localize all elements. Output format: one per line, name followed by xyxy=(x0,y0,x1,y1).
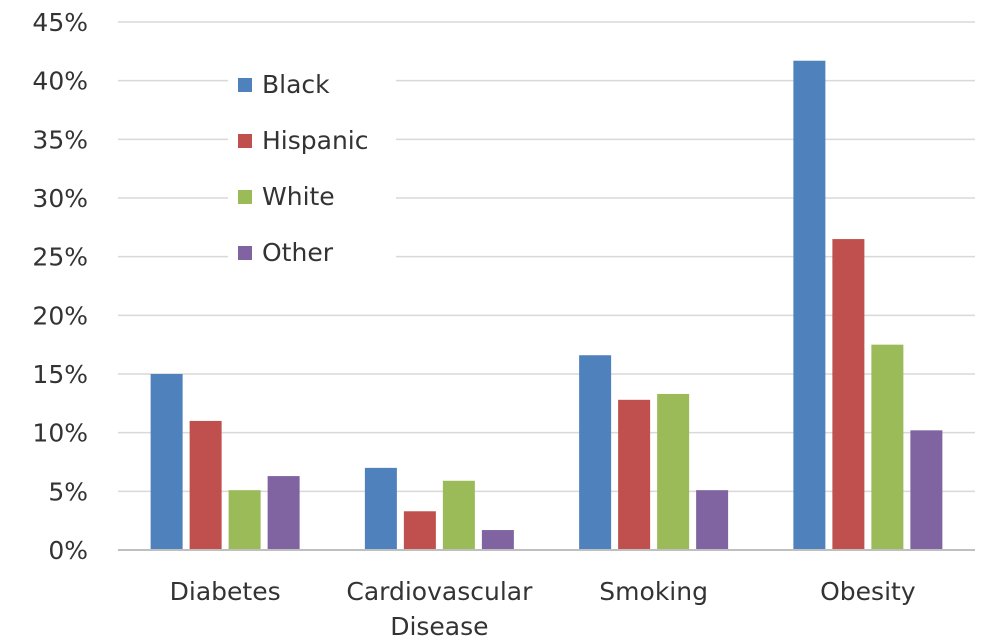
bar-hispanic-0 xyxy=(189,420,222,550)
legend-label-white: White xyxy=(262,182,335,211)
x-category-label: Diabetes xyxy=(170,577,281,606)
bar-black-2 xyxy=(579,355,612,550)
legend-swatch-hispanic xyxy=(238,134,252,148)
legend-label-black: Black xyxy=(262,70,330,99)
x-category-label: Disease xyxy=(390,612,488,640)
y-tick-label: 0% xyxy=(48,536,88,565)
bar-black-3 xyxy=(793,60,826,550)
bar-hispanic-3 xyxy=(832,239,865,551)
y-tick-label: 35% xyxy=(32,125,88,154)
y-tick-label: 15% xyxy=(32,360,88,389)
bar-other-3 xyxy=(910,430,943,550)
legend-box xyxy=(228,62,396,277)
bar-other-0 xyxy=(267,476,300,550)
legend-label-other: Other xyxy=(262,238,334,267)
bar-hispanic-2 xyxy=(618,399,651,550)
x-category-label: Obesity xyxy=(820,577,916,606)
bars xyxy=(150,60,943,551)
y-tick-label: 20% xyxy=(32,301,88,330)
x-axis-category-labels: Diabetes Cardiovascular Disease Smoking Obes… xyxy=(170,577,916,640)
y-tick-label: 40% xyxy=(32,67,88,96)
bar-white-1 xyxy=(442,480,475,550)
bar-white-0 xyxy=(228,490,261,550)
legend-label-hispanic: Hispanic xyxy=(262,126,369,155)
bar-other-2 xyxy=(696,490,729,550)
bar-black-1 xyxy=(364,467,397,550)
x-category-label: Smoking xyxy=(599,577,708,606)
legend-background xyxy=(228,62,396,277)
bar-other-1 xyxy=(481,530,514,550)
bar-hispanic-1 xyxy=(403,511,436,550)
y-tick-label: 45% xyxy=(32,8,88,37)
legend-swatch-white xyxy=(238,190,252,204)
y-tick-label: 30% xyxy=(32,184,88,213)
legend: Black Hispanic White Other xyxy=(238,70,369,267)
y-tick-label: 25% xyxy=(32,243,88,272)
legend-swatch-black xyxy=(238,78,252,92)
x-category-label: Cardiovascular xyxy=(346,577,533,606)
y-tick-label: 10% xyxy=(32,419,88,448)
y-axis-tick-labels: 0% 5% 10% 15% 20% 25% 30% 35% 40% 45% xyxy=(32,8,88,565)
bar-black-0 xyxy=(150,374,183,550)
y-tick-label: 5% xyxy=(48,477,88,506)
bar-white-2 xyxy=(657,393,690,550)
legend-swatch-other xyxy=(238,246,252,260)
bar-white-3 xyxy=(871,344,904,550)
